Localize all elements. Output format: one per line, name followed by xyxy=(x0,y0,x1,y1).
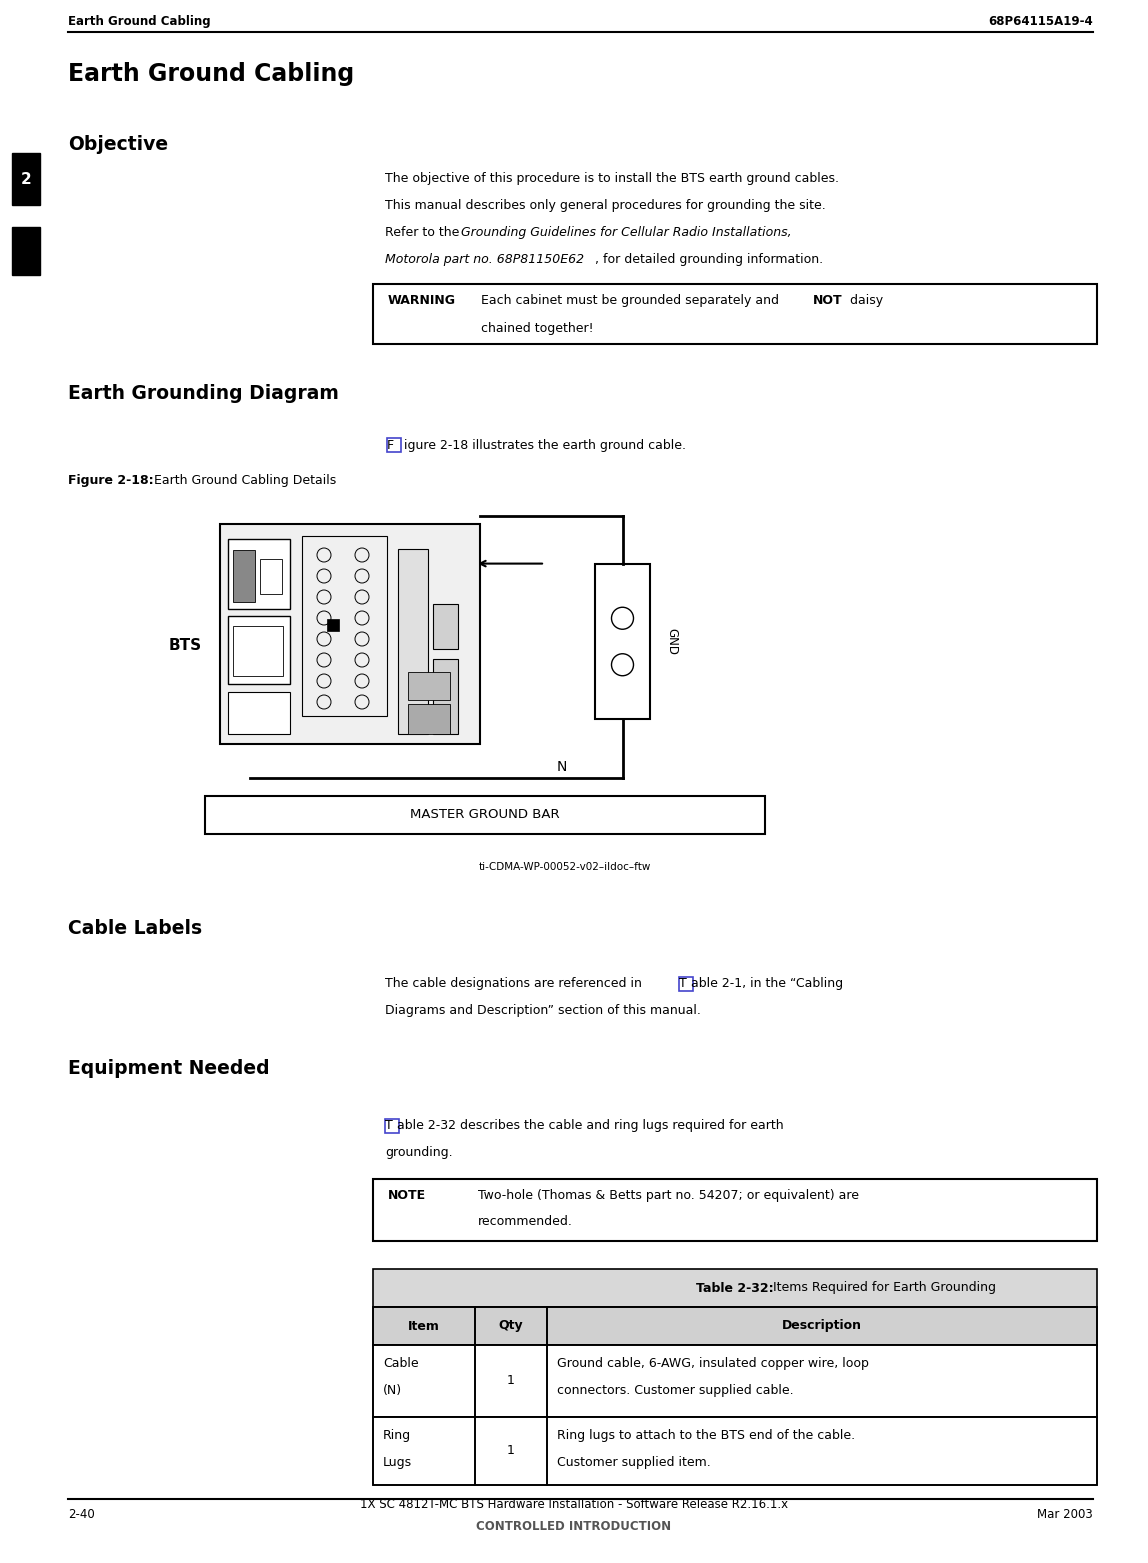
Text: The cable designations are referenced in: The cable designations are referenced in xyxy=(385,977,646,989)
Bar xyxy=(398,549,428,735)
Text: Two-hole (Thomas & Betts part no. 54207; or equivalent) are: Two-hole (Thomas & Betts part no. 54207;… xyxy=(478,1189,859,1202)
Text: Cable: Cable xyxy=(383,1357,419,1371)
Text: T: T xyxy=(385,1119,393,1132)
Text: Refer to the: Refer to the xyxy=(385,227,464,239)
Text: connectors. Customer supplied cable.: connectors. Customer supplied cable. xyxy=(557,1383,793,1397)
Bar xyxy=(228,616,290,685)
Bar xyxy=(373,284,1097,344)
Bar xyxy=(327,619,339,631)
Bar xyxy=(475,1307,546,1346)
Text: BTS: BTS xyxy=(169,638,202,652)
Text: T: T xyxy=(678,977,687,989)
Bar xyxy=(595,564,650,719)
Text: 68P64115A19-4: 68P64115A19-4 xyxy=(988,16,1093,28)
Text: NOT: NOT xyxy=(813,294,843,306)
Bar xyxy=(373,1346,1097,1418)
Text: Items Required for Earth Grounding: Items Required for Earth Grounding xyxy=(769,1282,996,1294)
Text: Table 2-32:: Table 2-32: xyxy=(696,1282,774,1294)
Text: ti-CDMA-WP-00052-v02–ildoc–ftw: ti-CDMA-WP-00052-v02–ildoc–ftw xyxy=(479,863,651,872)
Text: N: N xyxy=(557,760,567,774)
Text: Ring: Ring xyxy=(383,1429,411,1443)
Bar xyxy=(546,1307,1097,1346)
Bar xyxy=(373,1346,475,1418)
Text: The objective of this procedure is to install the BTS earth ground cables.: The objective of this procedure is to in… xyxy=(385,172,839,184)
Text: recommended.: recommended. xyxy=(478,1214,573,1229)
Text: chained together!: chained together! xyxy=(481,322,594,334)
Bar xyxy=(475,1346,546,1418)
Bar xyxy=(433,603,458,649)
Bar xyxy=(11,227,40,275)
Bar xyxy=(233,627,284,677)
Text: WARNING: WARNING xyxy=(388,294,456,306)
Bar xyxy=(228,539,290,610)
Bar xyxy=(387,438,401,452)
Bar xyxy=(475,1418,546,1485)
Bar xyxy=(373,1307,475,1346)
Bar xyxy=(373,1418,475,1485)
Bar xyxy=(385,1119,400,1133)
Text: MASTER GROUND BAR: MASTER GROUND BAR xyxy=(410,808,560,822)
Text: 1: 1 xyxy=(507,1374,515,1388)
Bar xyxy=(302,536,387,716)
Text: Ground cable, 6-AWG, insulated copper wire, loop: Ground cable, 6-AWG, insulated copper wi… xyxy=(557,1357,869,1371)
Text: igure 2-18 illustrates the earth ground cable.: igure 2-18 illustrates the earth ground … xyxy=(404,439,687,452)
Text: Qty: Qty xyxy=(498,1319,523,1333)
Text: Earth Ground Cabling: Earth Ground Cabling xyxy=(68,63,355,86)
Text: GND: GND xyxy=(666,628,678,655)
Text: Earth Ground Cabling Details: Earth Ground Cabling Details xyxy=(150,474,336,488)
Text: 2: 2 xyxy=(21,172,31,188)
Bar xyxy=(546,1418,1097,1485)
Text: Equipment Needed: Equipment Needed xyxy=(68,1060,270,1078)
Bar xyxy=(408,703,450,735)
Text: Lugs: Lugs xyxy=(383,1457,412,1469)
Bar xyxy=(373,1179,1097,1241)
Text: Customer supplied item.: Customer supplied item. xyxy=(557,1457,711,1469)
Text: Each cabinet must be grounded separately and: Each cabinet must be grounded separately… xyxy=(481,294,783,306)
Text: 1X SC 4812T-MC BTS Hardware Installation - Software Release R2.16.1.x: 1X SC 4812T-MC BTS Hardware Installation… xyxy=(360,1497,788,1511)
Text: Motorola part no. 68P81150E62: Motorola part no. 68P81150E62 xyxy=(385,253,584,266)
Text: Description: Description xyxy=(782,1319,862,1333)
Text: (N): (N) xyxy=(383,1383,402,1397)
Bar xyxy=(259,560,282,594)
Bar xyxy=(220,524,480,744)
Text: grounding.: grounding. xyxy=(385,1146,452,1160)
Text: Earth Grounding Diagram: Earth Grounding Diagram xyxy=(68,384,339,403)
Text: This manual describes only general procedures for grounding the site.: This manual describes only general proce… xyxy=(385,199,825,213)
Bar xyxy=(233,550,255,602)
Bar xyxy=(433,660,458,735)
Bar xyxy=(373,1307,1097,1346)
Text: able 2-1, in the “Cabling: able 2-1, in the “Cabling xyxy=(691,977,843,989)
Bar xyxy=(373,1269,1097,1307)
Text: Item: Item xyxy=(408,1319,440,1333)
Text: able 2-32 describes the cable and ring lugs required for earth: able 2-32 describes the cable and ring l… xyxy=(397,1119,784,1132)
Bar xyxy=(11,153,40,205)
Text: Objective: Objective xyxy=(68,134,168,155)
Text: daisy: daisy xyxy=(846,294,883,306)
Bar xyxy=(373,1418,1097,1485)
Bar xyxy=(678,977,693,991)
Text: Figure 2-18:: Figure 2-18: xyxy=(68,474,154,488)
Bar xyxy=(205,796,765,835)
Bar xyxy=(546,1346,1097,1418)
Text: Diagrams and Description” section of this manual.: Diagrams and Description” section of thi… xyxy=(385,1003,701,1018)
Text: , for detailed grounding information.: , for detailed grounding information. xyxy=(595,253,823,266)
Text: NOTE: NOTE xyxy=(388,1189,426,1202)
Text: Ring lugs to attach to the BTS end of the cable.: Ring lugs to attach to the BTS end of th… xyxy=(557,1429,855,1443)
Text: CONTROLLED INTRODUCTION: CONTROLLED INTRODUCTION xyxy=(476,1519,672,1533)
Text: 2-40: 2-40 xyxy=(68,1508,95,1521)
Text: Cable Labels: Cable Labels xyxy=(68,919,202,938)
Text: Mar 2003: Mar 2003 xyxy=(1038,1508,1093,1521)
Text: Grounding Guidelines for Cellular Radio Installations,: Grounding Guidelines for Cellular Radio … xyxy=(461,227,792,239)
Bar xyxy=(408,672,450,700)
Text: Earth Ground Cabling: Earth Ground Cabling xyxy=(68,16,210,28)
Text: F: F xyxy=(387,439,394,452)
Text: 1: 1 xyxy=(507,1444,515,1458)
Bar xyxy=(228,692,290,735)
